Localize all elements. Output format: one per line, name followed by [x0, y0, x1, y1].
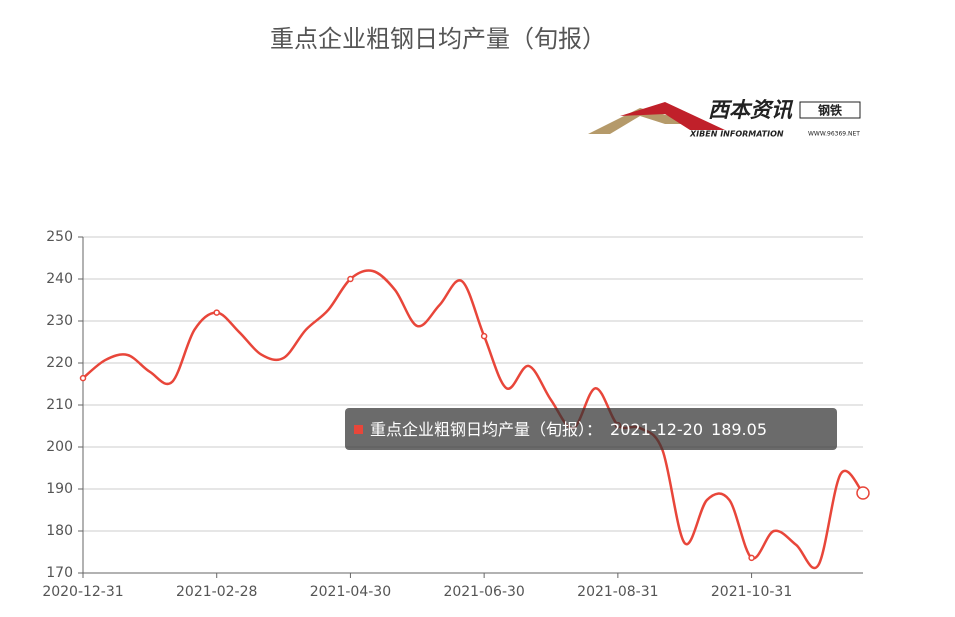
y-tick-label: 220: [46, 355, 73, 371]
y-tick-label: 190: [46, 481, 73, 497]
point: [79, 374, 87, 382]
point: [748, 554, 755, 562]
x-tick-label: 2020-12-31: [42, 584, 123, 600]
logo-shape: [620, 102, 725, 130]
x-tick-label: 2021-10-31: [711, 584, 792, 600]
y-tick-label: 240: [46, 271, 73, 287]
point: [347, 275, 354, 283]
logo-name: 西本资讯: [708, 98, 794, 122]
tooltip-box: [345, 408, 837, 450]
chart-title: 重点企业粗钢日均产量（旬报）: [270, 25, 606, 53]
y-tick-label: 200: [46, 439, 73, 455]
tooltip-text: 重点企业粗钢日均产量（旬报）： 2021-12-20 189.05: [370, 420, 767, 439]
logo: 西本资讯 钢铁 XIBEN INFORMATION WWW.96369.NET: [588, 98, 861, 139]
y-tick-label: 230: [46, 313, 73, 329]
y-tick-label: 170: [46, 565, 73, 581]
y-tick-label: 210: [46, 397, 73, 413]
logo-url: WWW.96369.NET: [808, 131, 860, 138]
y-tick-label: 180: [46, 523, 73, 539]
x-tick-label: 2021-08-31: [577, 584, 658, 600]
point: [213, 309, 220, 316]
x-tick-label: 2021-06-30: [443, 584, 524, 600]
logo-tag: 钢铁: [818, 103, 842, 118]
tooltip-series: 重点企业粗钢日均产量（旬报）: [370, 420, 586, 439]
tooltip-marker: [354, 425, 363, 434]
tooltip-separator: ：: [586, 420, 602, 439]
logo-tag-box: [799, 101, 861, 119]
logo-sub: XIBEN INFORMATION: [689, 130, 784, 139]
tooltip: 重点企业粗钢日均产量（旬报）： 2021-12-20 189.05: [345, 408, 837, 450]
tooltip-value: 189.05: [711, 420, 767, 439]
x-tick-label: 2021-02-28: [176, 584, 257, 600]
logo-shape: [588, 108, 700, 134]
tooltip-date: 2021-12-20: [610, 420, 703, 439]
point: [480, 332, 488, 340]
point: [856, 486, 870, 500]
x-tick-label: 2021-04-30: [310, 584, 391, 600]
y-tick-label: 250: [46, 229, 73, 245]
